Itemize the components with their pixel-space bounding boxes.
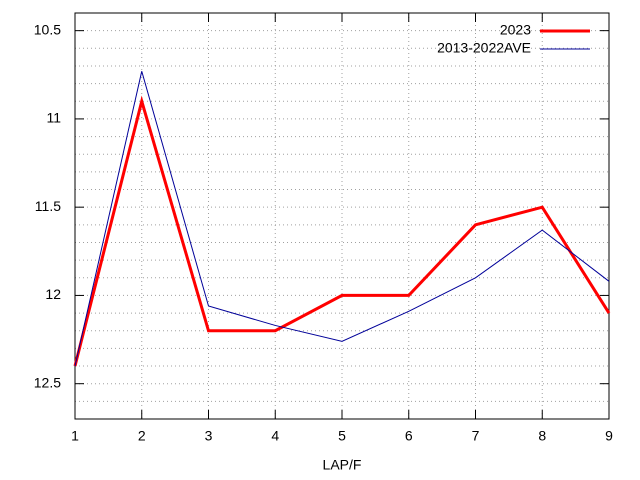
- legend-label: 2013-2022AVE: [437, 40, 531, 56]
- series-line: [73, 95, 611, 367]
- x-axis-label: LAP/F: [323, 457, 362, 473]
- x-tick-label: 3: [205, 428, 213, 444]
- x-tick-label: 1: [71, 428, 79, 444]
- x-tick-label: 6: [405, 428, 413, 444]
- grid: [74, 12, 610, 420]
- x-tick-label: 9: [605, 428, 613, 444]
- x-tick-label: 2: [138, 428, 146, 444]
- y-tick-label: 12: [45, 286, 61, 302]
- y-tick-label: 11: [46, 110, 61, 126]
- x-tick-label: 5: [338, 428, 346, 444]
- legend-label: 2023: [500, 22, 531, 38]
- y-tick-label: 11.5: [35, 198, 61, 214]
- y-tick-label: 12.5: [34, 374, 61, 390]
- series-line: [74, 71, 610, 367]
- x-tick-label: 4: [271, 428, 279, 444]
- x-tick-label: 7: [472, 428, 480, 444]
- x-tick-label: 8: [538, 428, 546, 444]
- y-tick-label: 10.5: [34, 21, 61, 37]
